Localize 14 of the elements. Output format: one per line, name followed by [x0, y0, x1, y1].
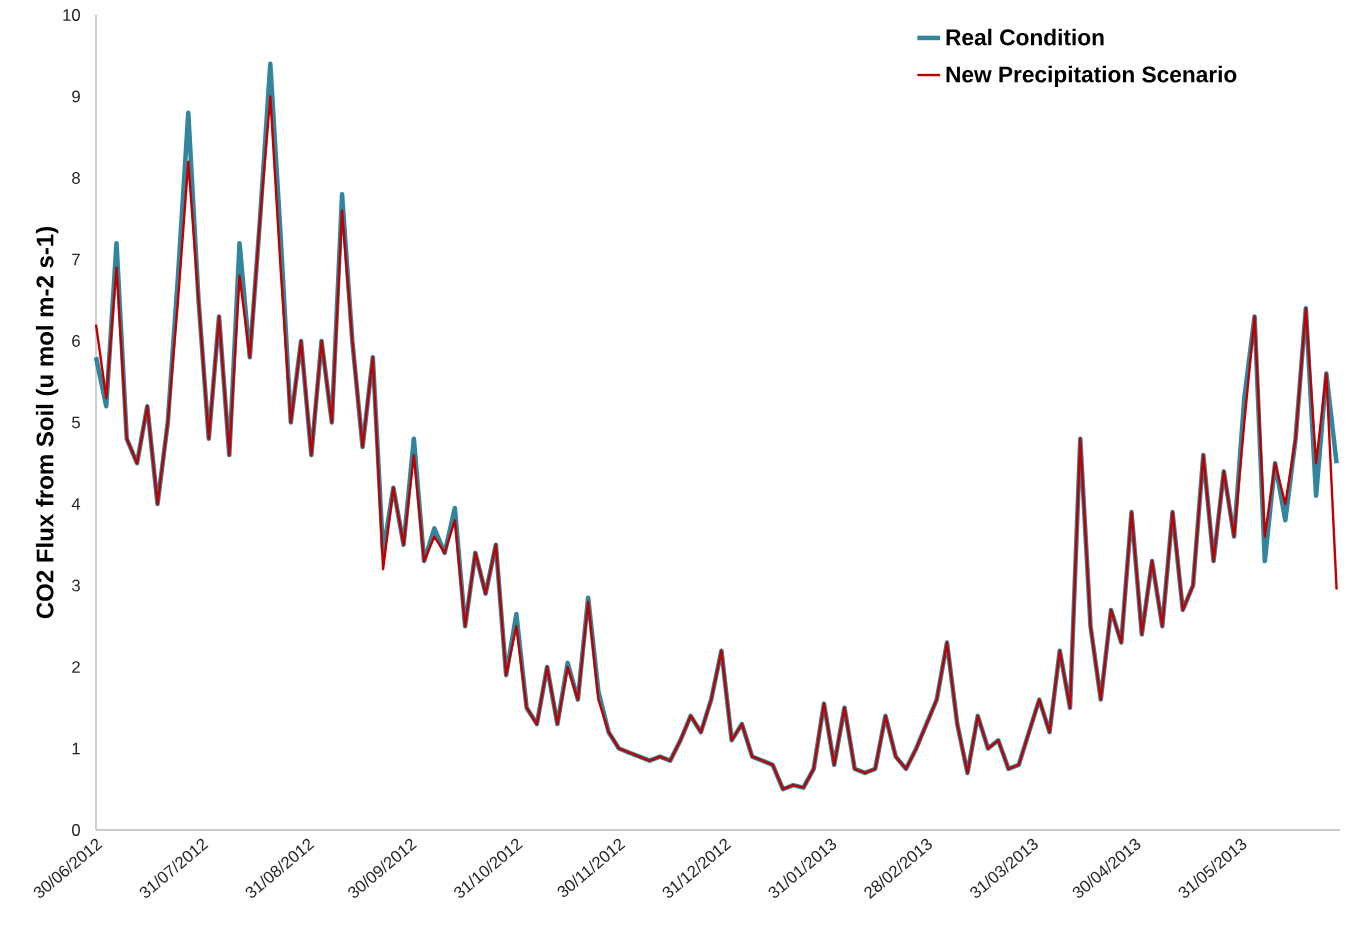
y-axis-title: CO2 Flux from Soil (u mol m-2 s-1) [35, 227, 59, 619]
y-tick-label: 7 [72, 253, 80, 266]
y-tick-label: 8 [72, 172, 80, 184]
y-tick-label: 3 [71, 579, 80, 592]
y-tick-label: 2 [72, 661, 80, 673]
legend-label: Real Condition [946, 28, 1104, 46]
y-tick-label: 10 [63, 9, 80, 21]
y-tick-label: 0 [72, 824, 80, 836]
y-tick-label: 1 [72, 742, 80, 755]
y-tick-label: 6 [72, 335, 80, 347]
y-tick-label: 4 [71, 498, 81, 510]
y-tick-label: 5 [72, 416, 80, 429]
legend-label: New Precipitation Scenario [946, 65, 1237, 87]
y-tick-label: 9 [72, 90, 80, 103]
